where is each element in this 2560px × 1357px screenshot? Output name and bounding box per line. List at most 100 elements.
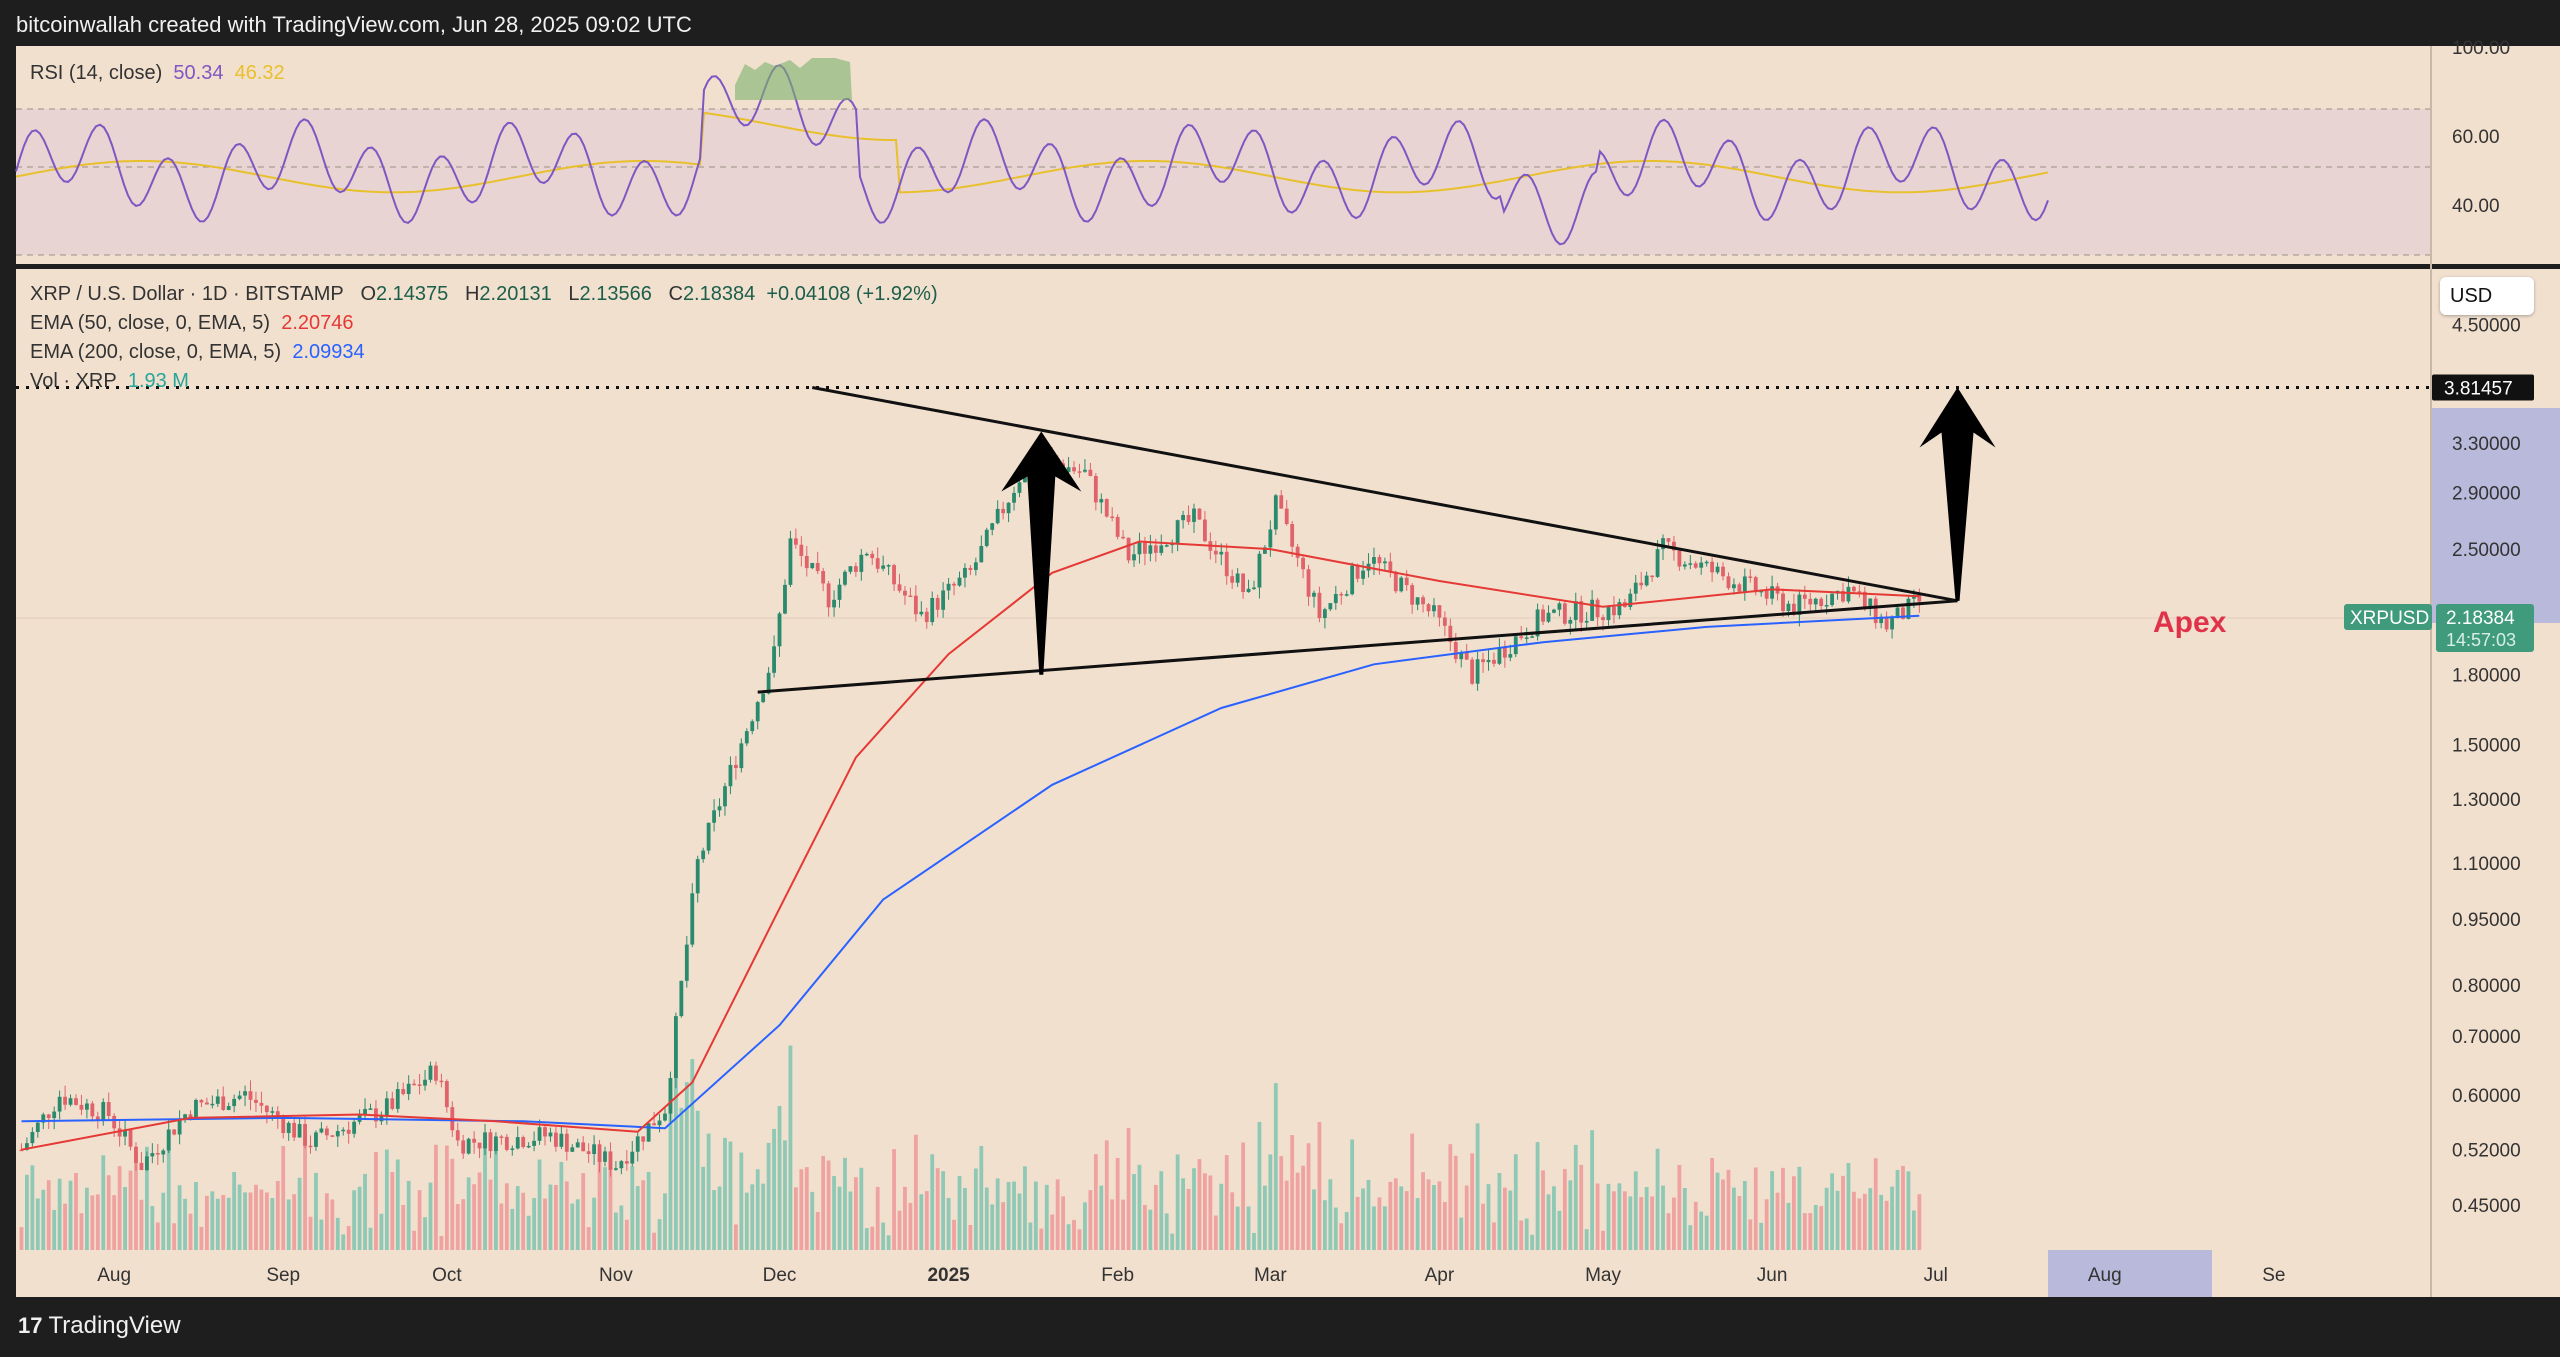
volume-bar — [155, 1222, 160, 1250]
candle-body — [1257, 553, 1262, 588]
candle-body — [1066, 467, 1071, 473]
candle-body — [134, 1146, 138, 1163]
volume-bar — [1372, 1206, 1376, 1250]
candle-body — [401, 1089, 406, 1095]
candle-body — [1459, 652, 1464, 660]
candle-body — [766, 672, 771, 694]
volume-bar — [1415, 1198, 1420, 1250]
symbol-legend[interactable]: XRP / U.S. Dollar · 1D · BITSTAMP O2.143… — [30, 283, 938, 306]
volume-bar — [1639, 1197, 1644, 1250]
volume-bar — [123, 1187, 127, 1250]
apex-label: Apex — [2153, 606, 2227, 639]
volume-bar — [1557, 1210, 1562, 1250]
volume-bar — [450, 1158, 455, 1250]
breakout-target-arrow[interactable] — [1919, 387, 1996, 601]
candle-body — [1072, 467, 1076, 472]
volume-bar — [832, 1176, 836, 1250]
volume-bar — [330, 1199, 335, 1250]
volume-bar — [406, 1180, 411, 1250]
candle-body — [1132, 554, 1136, 561]
currency-button[interactable]: USD — [2440, 277, 2534, 315]
volume-bar — [1186, 1188, 1191, 1250]
volume-label: Vol · XRP — [30, 370, 117, 392]
tradingview-logo[interactable]: 17 TradingView — [18, 1312, 181, 1340]
candle-body — [461, 1140, 466, 1154]
volume-bar — [412, 1230, 417, 1250]
volume-bar — [1481, 1203, 1485, 1250]
volume-bar — [1884, 1200, 1889, 1250]
candle-body — [1203, 519, 1207, 542]
volume-bar — [1552, 1186, 1556, 1250]
volume-bar — [1890, 1186, 1894, 1250]
volume-bar — [461, 1199, 466, 1250]
volume-bar — [1459, 1217, 1464, 1250]
volume-bar — [1873, 1158, 1878, 1250]
candle-body — [903, 590, 907, 596]
volume-bar — [559, 1161, 564, 1250]
volume-bar — [564, 1181, 569, 1250]
volume-bar — [1879, 1194, 1884, 1250]
candle-body — [1344, 594, 1349, 596]
volume-bar — [919, 1194, 924, 1250]
candle-body — [1186, 515, 1191, 522]
candle-body — [564, 1133, 569, 1152]
rsi-line — [15, 64, 2049, 246]
candle-body — [1284, 508, 1289, 524]
volume-bar — [177, 1185, 182, 1250]
volume-bar — [750, 1184, 755, 1250]
ema200-legend[interactable]: EMA (200, close, 0, EMA, 5) 2.09934 — [30, 341, 365, 364]
volume-bar — [1235, 1206, 1240, 1250]
candle-body — [1001, 508, 1006, 514]
candle-body — [1099, 499, 1104, 503]
volume-bar — [1633, 1171, 1638, 1250]
candle-body — [1252, 587, 1256, 590]
volume-bar — [930, 1154, 935, 1250]
volume-bar — [1164, 1213, 1169, 1250]
volume-bar — [1584, 1229, 1589, 1250]
volume-bar — [766, 1142, 771, 1250]
volume-legend[interactable]: Vol · XRP 1.93 M — [30, 370, 189, 393]
resistance-trendline[interactable] — [811, 386, 1958, 603]
volume-bar — [1333, 1207, 1338, 1250]
rsi-ma-value: 46.32 — [234, 62, 285, 84]
rsi-legend[interactable]: RSI (14, close) 50.34 46.32 — [30, 62, 285, 85]
candle-body — [652, 1123, 656, 1126]
volume-bar — [68, 1180, 73, 1250]
time-tick-label: Feb — [1101, 1265, 1134, 1286]
ema-50-line — [21, 540, 1920, 1151]
volume-bar — [788, 1045, 793, 1250]
candle-body — [1192, 508, 1196, 522]
candle-body — [728, 764, 733, 787]
candle-body — [1857, 591, 1862, 593]
volume-bar — [826, 1160, 831, 1250]
candle-body — [924, 611, 929, 623]
ema50-legend[interactable]: EMA (50, close, 0, EMA, 5) 2.20746 — [30, 312, 354, 335]
candle-body — [1568, 619, 1573, 624]
volume-bar — [1672, 1197, 1676, 1250]
symbol-tag-text: XRPUSD — [2350, 608, 2429, 629]
candle-body — [837, 584, 842, 600]
volume-bar — [188, 1213, 193, 1250]
candle-body — [194, 1099, 198, 1119]
candle-body — [324, 1128, 329, 1136]
volume-bar — [1066, 1224, 1071, 1250]
price-tick-label: 0.45000 — [2452, 1196, 2521, 1217]
support-trendline[interactable] — [757, 599, 1958, 694]
volume-bar — [744, 1192, 749, 1250]
volume-bar — [1203, 1173, 1207, 1250]
volume-bar — [652, 1232, 656, 1250]
ohlc-high-label: H — [464, 283, 480, 305]
candle-body — [908, 595, 913, 598]
candle-body — [635, 1136, 640, 1152]
volume-bar — [624, 1219, 629, 1250]
candle-body — [1873, 598, 1878, 624]
pane-divider[interactable] — [16, 264, 2560, 269]
flagpole-arrow[interactable] — [1001, 431, 1082, 675]
rsi-label: RSI (14, close) — [30, 62, 163, 84]
target-price-tag — [2432, 374, 2534, 401]
candle-body — [1372, 557, 1376, 564]
volume-bar — [1644, 1187, 1649, 1250]
candle-body — [673, 1016, 678, 1079]
volume-bar — [319, 1219, 324, 1250]
